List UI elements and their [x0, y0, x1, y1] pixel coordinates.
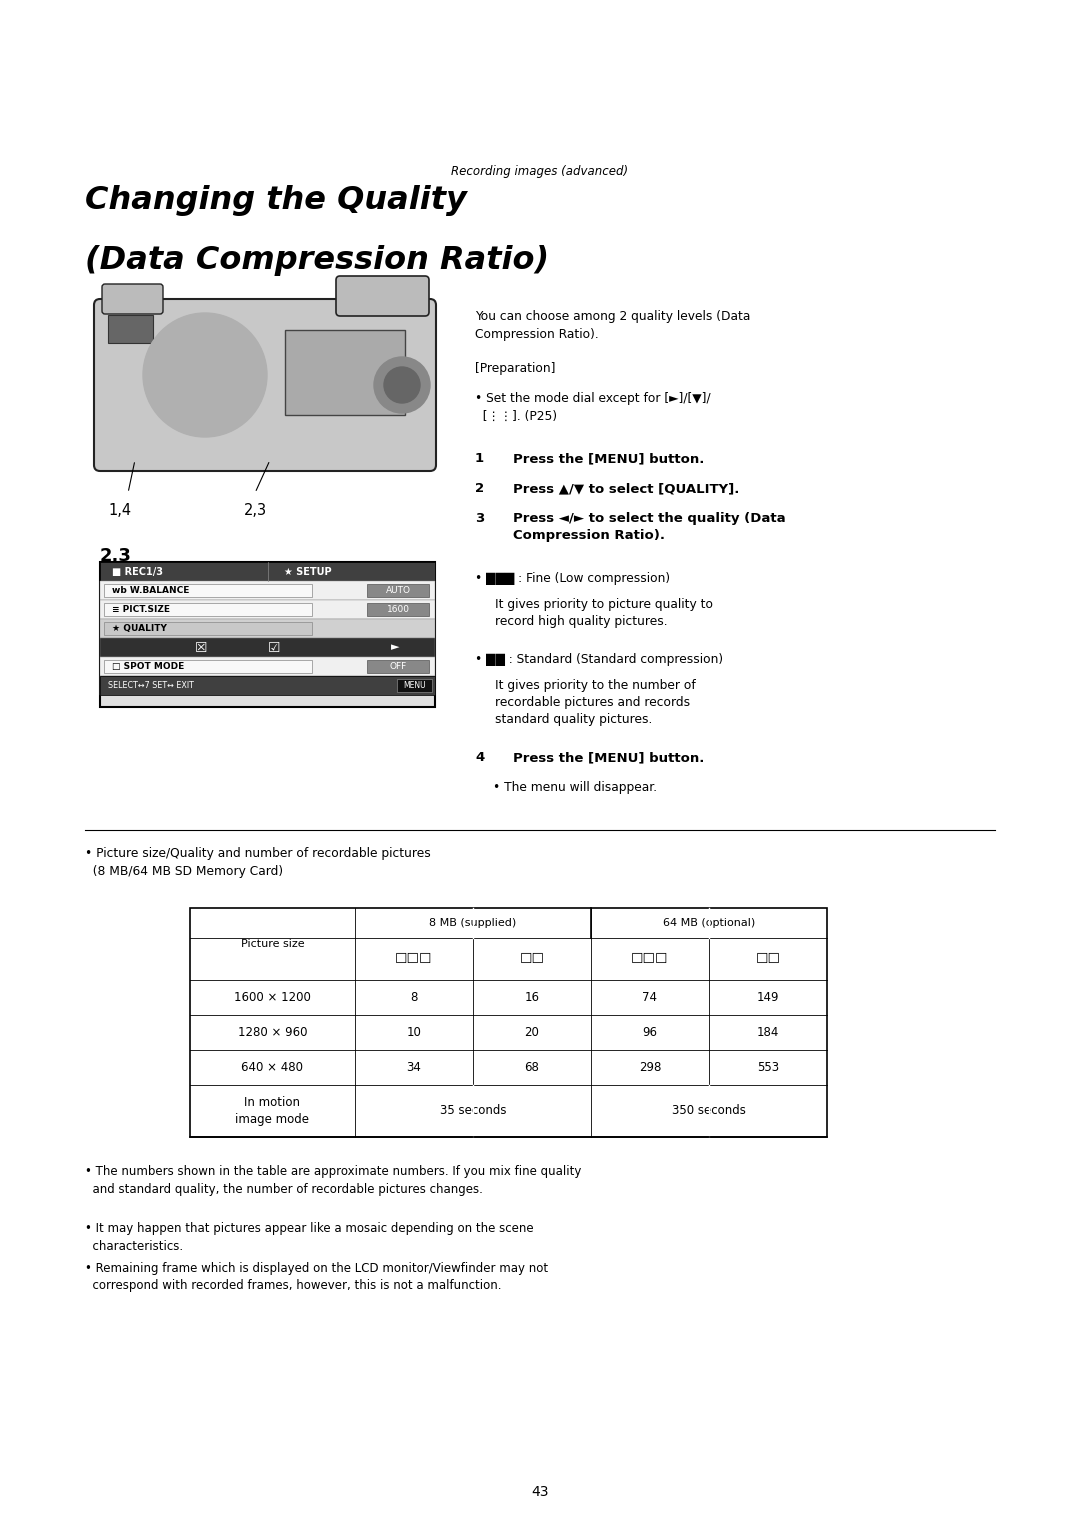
Circle shape — [153, 324, 257, 427]
Bar — [100, 620, 435, 638]
Bar — [100, 676, 435, 694]
Bar — [285, 330, 405, 415]
Text: ☐☐☐: ☐☐☐ — [395, 952, 433, 966]
Text: • Remaining frame which is displayed on the LCD monitor/Viewfinder may not
  cor: • Remaining frame which is displayed on … — [85, 1262, 549, 1293]
Text: [Preparation]: [Preparation] — [475, 362, 555, 375]
Bar — [100, 638, 435, 658]
Text: You can choose among 2 quality levels (Data
Compression Ratio).: You can choose among 2 quality levels (D… — [475, 310, 751, 340]
Text: 350 seconds: 350 seconds — [672, 1105, 746, 1117]
Text: OFF: OFF — [390, 662, 407, 671]
Circle shape — [163, 333, 247, 417]
Text: 43: 43 — [531, 1485, 549, 1499]
Bar — [100, 676, 435, 694]
Text: ☐☐: ☐☐ — [519, 952, 544, 966]
Text: 1600: 1600 — [387, 604, 409, 613]
Text: 8 MB (supplied): 8 MB (supplied) — [430, 919, 516, 928]
Circle shape — [384, 366, 420, 403]
Text: 4: 4 — [475, 751, 484, 765]
Text: 2,3: 2,3 — [100, 546, 132, 565]
Text: 2,3: 2,3 — [243, 504, 267, 517]
Text: ★ SETUP: ★ SETUP — [284, 566, 332, 577]
Bar — [367, 661, 429, 673]
Text: • The numbers shown in the table are approximate numbers. If you mix fine qualit: • The numbers shown in the table are app… — [85, 1164, 581, 1195]
Text: ☐☐☐: ☐☐☐ — [631, 952, 669, 966]
Text: 149: 149 — [757, 990, 780, 1004]
Text: 8: 8 — [410, 990, 418, 1004]
Text: Press the [MENU] button.: Press the [MENU] button. — [513, 452, 704, 465]
Bar — [100, 600, 435, 620]
Text: SELECT↔7 SET↔ EXIT: SELECT↔7 SET↔ EXIT — [108, 681, 194, 690]
Text: ■ REC1/3: ■ REC1/3 — [112, 566, 163, 577]
Circle shape — [175, 345, 235, 404]
Bar — [397, 679, 432, 691]
Bar — [104, 603, 312, 617]
Text: Picture size: Picture size — [241, 938, 305, 949]
Text: • Set the mode dial except for [►]/[▼]/
  [⋮⋮]. (P25): • Set the mode dial except for [►]/[▼]/ … — [475, 392, 711, 423]
Text: 10: 10 — [406, 1025, 421, 1039]
Text: wb W.BALANCE: wb W.BALANCE — [112, 586, 189, 595]
Circle shape — [143, 313, 267, 436]
Text: (Data Compression Ratio): (Data Compression Ratio) — [85, 246, 549, 276]
Circle shape — [374, 357, 430, 414]
Text: It gives priority to picture quality to
record high quality pictures.: It gives priority to picture quality to … — [495, 598, 713, 629]
Bar — [100, 581, 435, 600]
FancyBboxPatch shape — [336, 276, 429, 316]
Bar — [100, 562, 435, 707]
Text: 34: 34 — [406, 1061, 421, 1074]
Text: ≡ PICT.SIZE: ≡ PICT.SIZE — [112, 604, 170, 613]
Text: 64 MB (optional): 64 MB (optional) — [663, 919, 755, 928]
Text: 298: 298 — [638, 1061, 661, 1074]
Text: 1600 × 1200: 1600 × 1200 — [234, 990, 311, 1004]
Text: ☒: ☒ — [194, 641, 206, 655]
Text: Changing the Quality: Changing the Quality — [85, 185, 467, 217]
Bar — [367, 584, 429, 597]
Text: 16: 16 — [525, 990, 540, 1004]
Text: Press the [MENU] button.: Press the [MENU] button. — [513, 751, 704, 765]
Text: 74: 74 — [643, 990, 658, 1004]
Bar — [104, 584, 312, 597]
Text: 1: 1 — [475, 452, 484, 465]
Text: In motion
image mode: In motion image mode — [235, 1097, 310, 1126]
Text: Press ◄/► to select the quality (Data
Compression Ratio).: Press ◄/► to select the quality (Data Co… — [513, 513, 785, 542]
Text: Press ▲/▼ to select [QUALITY].: Press ▲/▼ to select [QUALITY]. — [513, 482, 740, 494]
Text: 96: 96 — [643, 1025, 658, 1039]
Text: • The menu will disappear.: • The menu will disappear. — [492, 781, 657, 794]
Text: □ SPOT MODE: □ SPOT MODE — [112, 662, 185, 671]
Text: It gives priority to the number of
recordable pictures and records
standard qual: It gives priority to the number of recor… — [495, 679, 696, 726]
Text: 184: 184 — [757, 1025, 779, 1039]
Bar — [367, 603, 429, 617]
Text: 553: 553 — [757, 1061, 779, 1074]
Text: 68: 68 — [525, 1061, 539, 1074]
Text: 35 seconds: 35 seconds — [440, 1105, 507, 1117]
Text: 3: 3 — [475, 513, 484, 525]
Bar — [190, 908, 827, 1137]
Text: 1280 × 960: 1280 × 960 — [238, 1025, 307, 1039]
Bar — [104, 623, 312, 635]
Text: 2: 2 — [475, 482, 484, 494]
Text: ☑: ☑ — [268, 641, 281, 655]
Bar — [108, 314, 153, 343]
FancyBboxPatch shape — [102, 284, 163, 314]
Text: • ███ : Fine (Low compression): • ███ : Fine (Low compression) — [475, 572, 670, 584]
Bar — [100, 562, 435, 581]
Text: 20: 20 — [525, 1025, 539, 1039]
Bar — [104, 661, 312, 673]
Text: • Picture size/Quality and number of recordable pictures
  (8 MB/64 MB SD Memory: • Picture size/Quality and number of rec… — [85, 847, 431, 877]
Text: ★ QUALITY: ★ QUALITY — [112, 624, 167, 633]
Text: MENU: MENU — [403, 681, 426, 690]
Text: AUTO: AUTO — [386, 586, 410, 595]
Text: Recording images (advanced): Recording images (advanced) — [451, 165, 629, 179]
Text: ►: ► — [391, 642, 399, 653]
Text: ☐☐: ☐☐ — [756, 952, 781, 966]
Text: 1,4: 1,4 — [108, 504, 132, 517]
Text: 640 × 480: 640 × 480 — [242, 1061, 303, 1074]
Text: • ██ : Standard (Standard compression): • ██ : Standard (Standard compression) — [475, 653, 724, 665]
Text: • It may happen that pictures appear like a mosaic depending on the scene
  char: • It may happen that pictures appear lik… — [85, 1222, 534, 1253]
Circle shape — [189, 359, 221, 391]
FancyBboxPatch shape — [94, 299, 436, 472]
Bar — [100, 658, 435, 676]
